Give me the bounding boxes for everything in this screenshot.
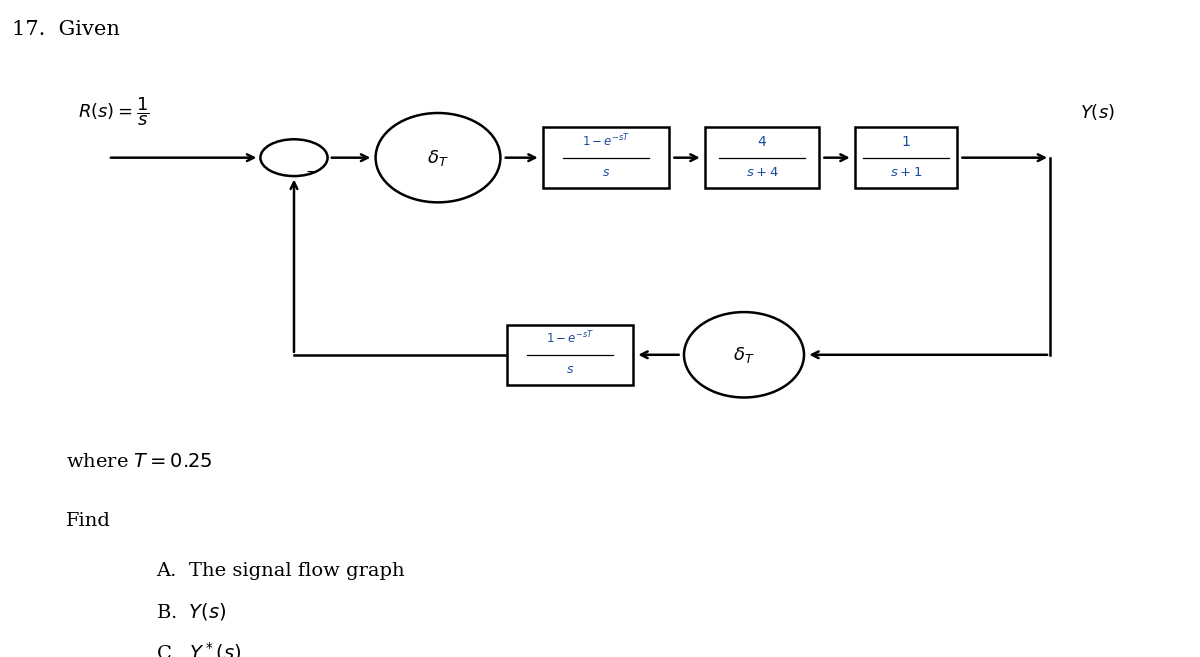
Circle shape: [260, 139, 328, 176]
Text: $1-e^{-sT}$: $1-e^{-sT}$: [546, 330, 594, 346]
Text: $4$: $4$: [757, 135, 767, 149]
Bar: [854, 127, 958, 188]
Text: $R(s) = \dfrac{1}{s}$: $R(s) = \dfrac{1}{s}$: [78, 95, 150, 128]
Text: where $T = 0.25$: where $T = 0.25$: [66, 453, 212, 471]
Text: Find: Find: [66, 512, 110, 530]
Text: $s+1$: $s+1$: [889, 166, 923, 179]
Text: 17.  Given: 17. Given: [12, 20, 120, 39]
Text: $\delta_T$: $\delta_T$: [733, 345, 755, 365]
Text: $1$: $1$: [901, 135, 911, 149]
Text: B.  $Y(s)$: B. $Y(s)$: [156, 601, 227, 622]
Bar: [508, 325, 634, 385]
Text: $s$: $s$: [566, 363, 574, 376]
Ellipse shape: [684, 312, 804, 397]
Text: $-$: $-$: [305, 164, 317, 177]
Text: $s+4$: $s+4$: [745, 166, 779, 179]
Text: A.  The signal flow graph: A. The signal flow graph: [156, 562, 404, 579]
Text: $\delta_T$: $\delta_T$: [427, 148, 449, 168]
Text: $1-e^{-sT}$: $1-e^{-sT}$: [582, 133, 630, 149]
Bar: [542, 127, 670, 188]
Text: C.  $Y^*(s)$: C. $Y^*(s)$: [156, 641, 241, 657]
Text: $s$: $s$: [602, 166, 610, 179]
Text: $Y(s)$: $Y(s)$: [1080, 102, 1115, 122]
Bar: [706, 127, 818, 188]
Ellipse shape: [376, 113, 500, 202]
